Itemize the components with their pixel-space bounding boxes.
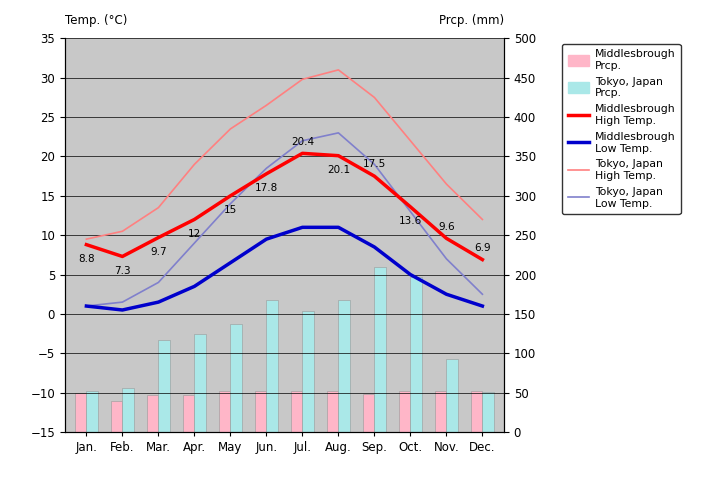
Text: 8.8: 8.8 <box>78 254 95 264</box>
Bar <box>482 392 494 432</box>
Text: 15: 15 <box>224 205 237 215</box>
Bar <box>374 267 386 432</box>
Text: 9.7: 9.7 <box>150 247 167 257</box>
Text: 20.4: 20.4 <box>291 136 314 146</box>
Bar <box>327 391 338 432</box>
Text: 20.1: 20.1 <box>327 165 350 175</box>
Bar <box>338 300 350 432</box>
Bar <box>446 359 458 432</box>
Text: 9.6: 9.6 <box>438 222 455 231</box>
Text: 12: 12 <box>188 228 201 239</box>
Text: 6.9: 6.9 <box>474 243 491 253</box>
Bar <box>399 391 410 432</box>
Bar <box>291 391 302 432</box>
Bar <box>111 400 122 432</box>
Bar <box>435 391 446 432</box>
Bar <box>230 324 242 432</box>
Bar <box>194 335 206 432</box>
Legend: Middlesbrough
Prcp., Tokyo, Japan
Prcp., Middlesbrough
High Temp., Middlesbrough: Middlesbrough Prcp., Tokyo, Japan Prcp.,… <box>562 44 680 214</box>
Text: 13.6: 13.6 <box>399 216 422 226</box>
Bar <box>255 391 266 432</box>
Bar <box>158 340 170 432</box>
Text: Temp. (°C): Temp. (°C) <box>65 13 127 26</box>
Bar <box>302 311 314 432</box>
Bar <box>183 395 194 432</box>
Bar <box>410 277 422 432</box>
Bar <box>219 391 230 432</box>
Bar <box>363 394 374 432</box>
Text: 7.3: 7.3 <box>114 265 131 276</box>
Bar <box>122 388 134 432</box>
Text: Prcp. (mm): Prcp. (mm) <box>439 13 504 26</box>
Bar <box>266 300 278 432</box>
Text: 17.5: 17.5 <box>363 159 386 169</box>
Bar <box>75 394 86 432</box>
Text: 17.8: 17.8 <box>255 183 278 193</box>
Bar <box>86 391 98 432</box>
Bar <box>147 395 158 432</box>
Bar <box>471 391 482 432</box>
